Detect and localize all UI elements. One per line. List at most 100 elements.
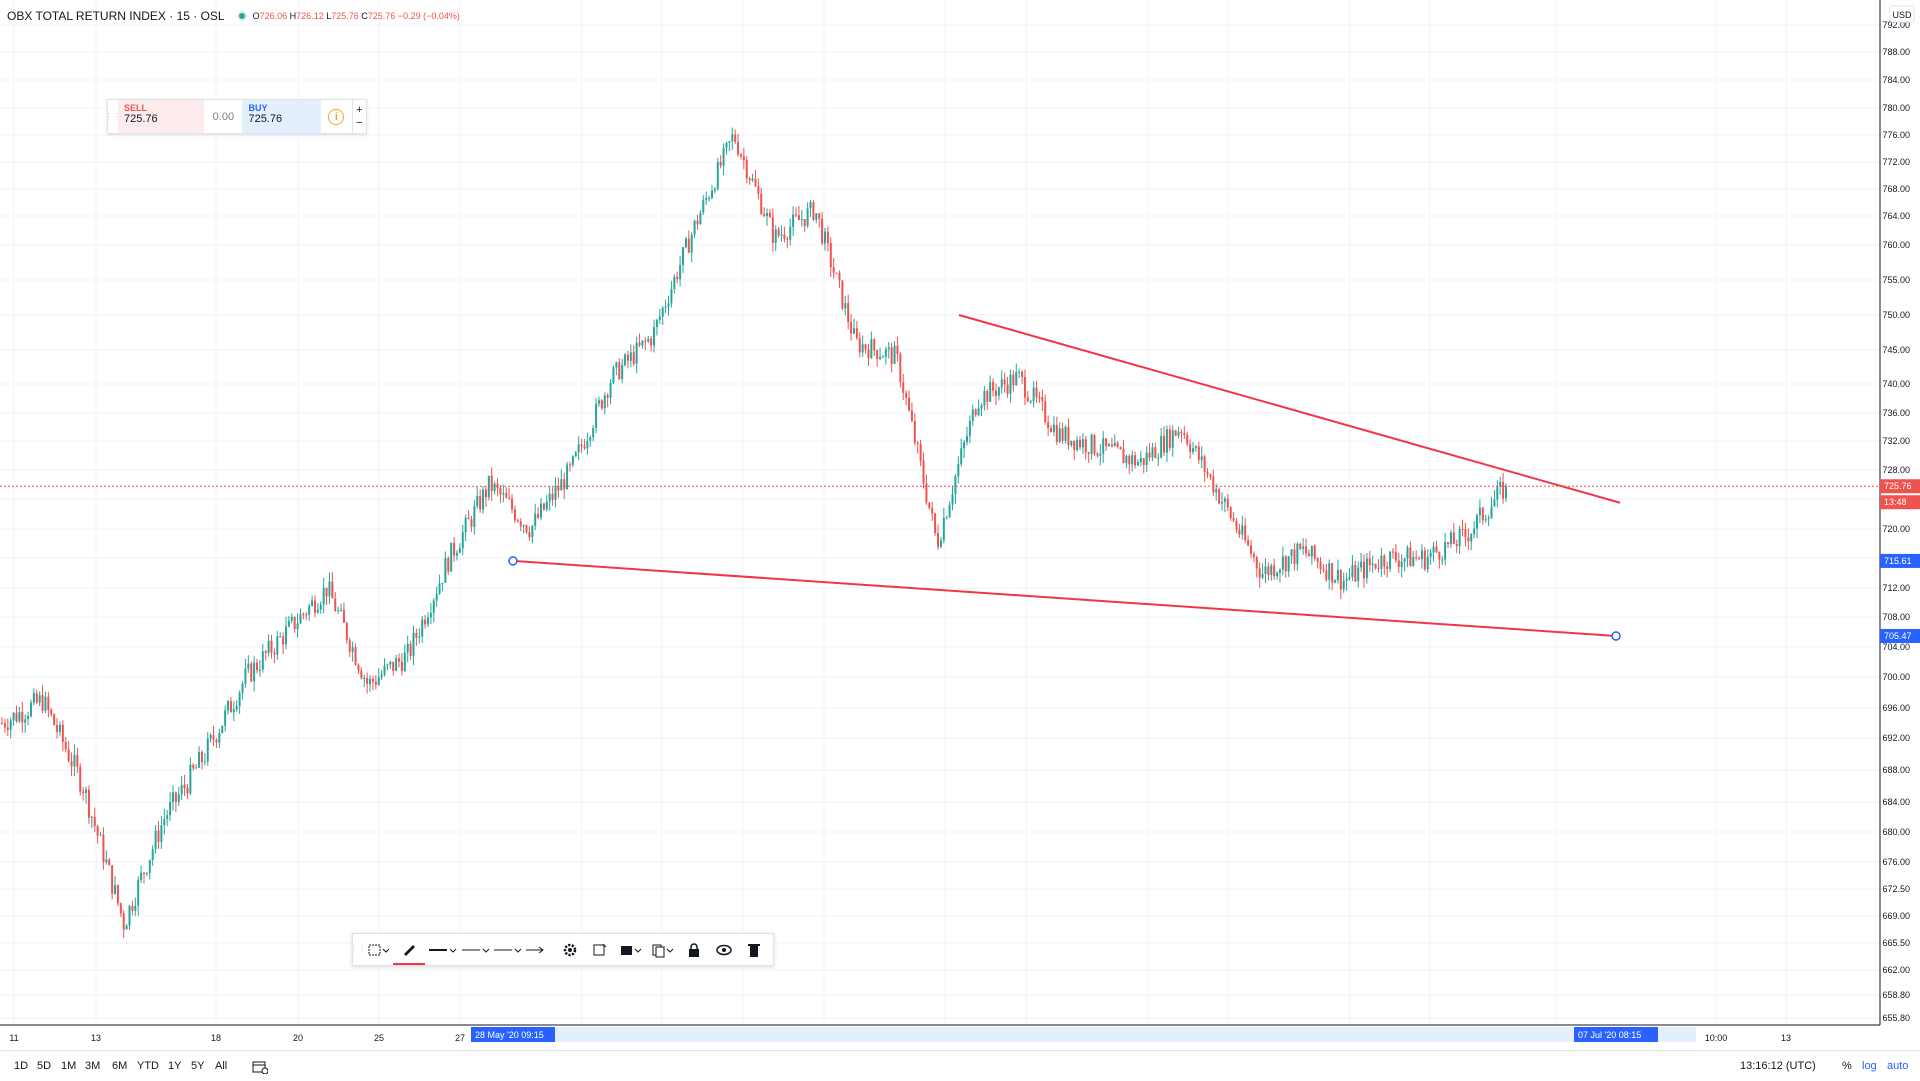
candle-body [189, 764, 192, 794]
candle-body [1499, 481, 1502, 487]
candle-body [90, 816, 93, 818]
auto-toggle[interactable]: auto [1887, 1060, 1909, 1072]
plus-icon[interactable]: + [356, 103, 363, 116]
y-tick-label: 792.00 [1882, 20, 1910, 30]
candle-body [641, 340, 644, 346]
candle-body [1021, 371, 1024, 378]
trendline-handle[interactable] [1611, 631, 1621, 641]
timeframe-button-1y[interactable]: 1Y [168, 1060, 182, 1072]
candle-body [24, 719, 27, 723]
candle-body [1351, 565, 1354, 577]
candle-body [635, 342, 638, 364]
minus-icon[interactable]: − [356, 116, 363, 129]
candle-body [702, 199, 705, 213]
template-icon[interactable] [363, 934, 393, 965]
pencil-icon[interactable] [393, 934, 425, 965]
candle-body [142, 872, 145, 874]
timeframe-button-1d[interactable]: 1D [14, 1060, 29, 1072]
line-width-icon[interactable] [459, 934, 491, 965]
lower-trendline[interactable] [512, 559, 1617, 637]
candle-body [1229, 507, 1232, 519]
timeframe-button-6m[interactable]: 6M [112, 1060, 128, 1072]
timeframe-button-ytd[interactable]: YTD [137, 1060, 159, 1072]
candle-body [534, 513, 537, 526]
copy-icon[interactable] [647, 934, 679, 965]
gear-icon[interactable] [555, 934, 585, 965]
layers-icon[interactable] [615, 934, 647, 965]
y-tick-label: 662.00 [1882, 965, 1910, 975]
candle-body [768, 213, 771, 218]
candle-body [1163, 435, 1166, 453]
candle-body [32, 693, 35, 703]
time-start-tag-text: 28 May '20 09:15 [475, 1030, 544, 1040]
candle-body [447, 558, 450, 572]
candle-body [1287, 556, 1290, 572]
candle-body [264, 651, 267, 654]
candle-body [1084, 439, 1087, 453]
candle-body [994, 390, 997, 396]
candle-body [890, 347, 893, 364]
candle-body [774, 229, 777, 243]
lock-icon[interactable] [679, 934, 709, 965]
candle-body [1252, 554, 1255, 558]
candle-body [426, 617, 429, 625]
candle-body [809, 202, 812, 209]
candle-body [1258, 568, 1261, 578]
timeframe-button-all[interactable]: All [215, 1060, 228, 1072]
candle-body [435, 593, 438, 601]
candle-body [957, 464, 960, 477]
candle-body [922, 460, 925, 484]
clock-readout[interactable]: 13:16:12 (UTC) [1740, 1060, 1816, 1072]
candle-body [369, 678, 372, 684]
candle-body [15, 712, 18, 722]
candle-body [415, 632, 418, 638]
eye-icon[interactable] [709, 934, 739, 965]
candle-body [1374, 563, 1377, 569]
timeframe-button-3m[interactable]: 3M [85, 1060, 101, 1072]
date-range-icon[interactable] [252, 1060, 269, 1077]
candle-body [1310, 545, 1313, 557]
candle-body [551, 493, 554, 500]
info-button[interactable]: i [321, 100, 352, 133]
candle-body [1203, 456, 1206, 473]
percent-toggle[interactable]: % [1842, 1060, 1852, 1072]
candle-body [525, 525, 528, 533]
candle-body [116, 885, 119, 904]
candle-body [609, 382, 612, 398]
candle-body [818, 213, 821, 219]
drag-grip-icon[interactable]: ⋮⋮ [105, 112, 121, 121]
candle-body [1221, 501, 1224, 504]
alert-icon[interactable] [585, 934, 615, 965]
symbol-title[interactable]: OBX TOTAL RETURN INDEX · 15 · OSL [7, 9, 225, 23]
candle-body [937, 533, 940, 548]
trash-icon[interactable] [739, 934, 769, 965]
toolbar-drag-grip-icon[interactable]: ⋮⋮ [350, 945, 366, 954]
timeframe-button-1m[interactable]: 1M [61, 1060, 77, 1072]
candle-body [403, 652, 406, 671]
line-style-icon[interactable] [425, 934, 459, 965]
line-start-icon[interactable] [491, 934, 523, 965]
x-tick-label: 25 [374, 1033, 384, 1043]
candle-body [166, 815, 169, 819]
price-chart[interactable]: 655.80 658.80 662.00 665.50 669.00 672.50 676.… [0, 0, 1920, 1050]
upper-trendline[interactable] [958, 314, 1621, 504]
timeframe-button-5y[interactable]: 5Y [191, 1060, 205, 1072]
candle-body [719, 162, 722, 166]
log-toggle[interactable]: log [1862, 1060, 1877, 1072]
quantity-stepper[interactable]: + − [351, 100, 366, 133]
y-tick-label: 692.00 [1882, 733, 1910, 743]
open-value: 726.06 [259, 11, 288, 21]
candle-body [1249, 545, 1252, 555]
candle-body [432, 600, 435, 613]
candle-body [122, 913, 125, 930]
candle-body [1029, 401, 1032, 403]
line-end-icon[interactable] [523, 934, 555, 965]
candle-body [664, 306, 667, 308]
timeframe-button-5d[interactable]: 5D [37, 1060, 52, 1072]
candle-body [1134, 455, 1137, 466]
buy-button[interactable]: BUY 725.76 [242, 100, 322, 133]
trendline-handle[interactable] [508, 556, 518, 566]
sell-button[interactable]: SELL 725.76 [118, 100, 205, 133]
candle-body [725, 142, 728, 148]
currency-badge[interactable] [1889, 5, 1915, 23]
